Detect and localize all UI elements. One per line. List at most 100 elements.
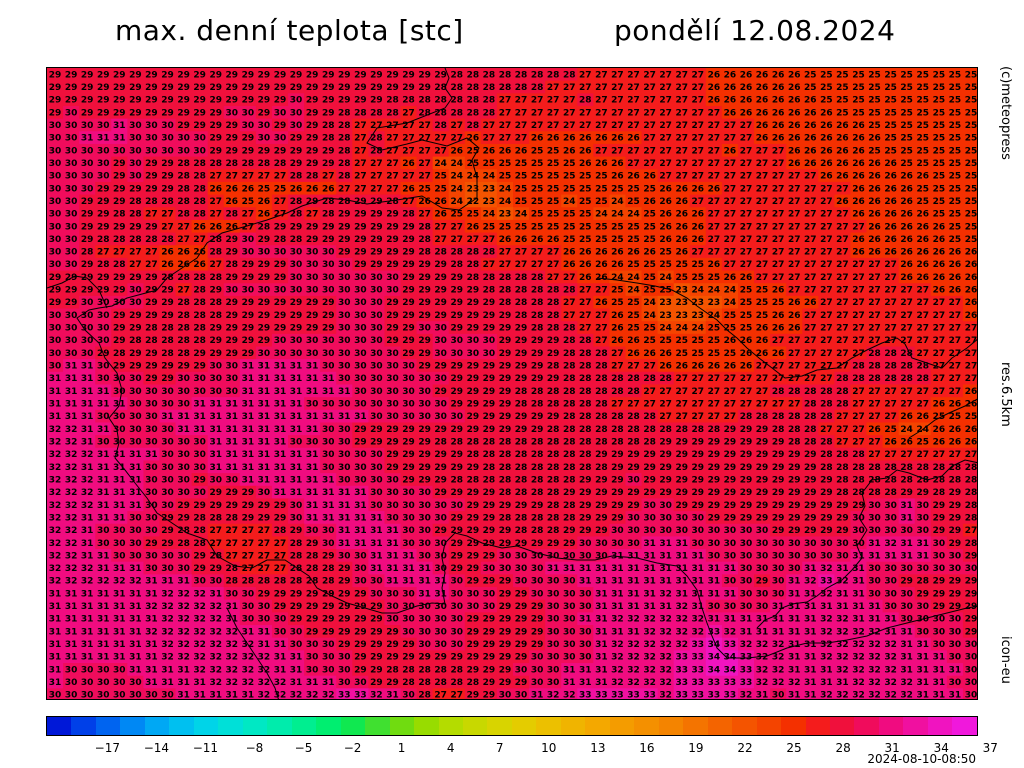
temperature-value: 29 (483, 526, 496, 536)
temperature-value: 25 (900, 121, 913, 131)
temperature-value: 28 (499, 437, 512, 447)
temperature-value: 27 (820, 286, 833, 296)
temperature-value: 28 (611, 374, 624, 384)
temperature-value: 28 (836, 488, 849, 498)
temperature-value: 27 (933, 298, 946, 308)
temperature-value: 27 (740, 121, 753, 131)
temperature-value: 29 (322, 324, 335, 334)
temperature-value: 30 (161, 450, 174, 460)
temperature-value: 30 (129, 551, 142, 561)
temperature-value: 30 (49, 311, 62, 321)
temperature-value: 29 (724, 501, 737, 511)
temperature-value: 28 (338, 134, 351, 144)
temperature-value: 28 (450, 248, 463, 258)
temperature-cell (352, 68, 369, 82)
temperature-value: 26 (788, 134, 801, 144)
temperature-value: 27 (788, 172, 801, 182)
temperature-cell (866, 80, 884, 94)
temperature-value: 29 (258, 96, 271, 106)
temperature-value: 28 (145, 235, 158, 245)
temperature-value: 31 (675, 551, 688, 561)
temperature-value: 28 (643, 412, 656, 422)
temperature-value: 30 (65, 336, 78, 346)
temperature-value: 27 (756, 172, 769, 182)
temperature-value: 30 (65, 134, 78, 144)
temperature-cell (400, 68, 418, 82)
temperature-value: 25 (965, 412, 978, 422)
temperature-value: 28 (563, 349, 576, 359)
temperature-value: 28 (129, 336, 142, 346)
temperature-value: 28 (965, 463, 978, 473)
temperature-value: 25 (418, 184, 431, 194)
temperature-value: 30 (258, 286, 271, 296)
temperature-value: 25 (547, 184, 560, 194)
temperature-value: 29 (145, 159, 158, 169)
temperature-value: 27 (724, 387, 737, 397)
temperature-value: 29 (467, 564, 480, 574)
temperature-value: 30 (129, 121, 142, 131)
temperature-value: 27 (402, 172, 415, 182)
temperature-value: 25 (933, 184, 946, 194)
temperature-value: 27 (611, 83, 624, 93)
temperature-cell (866, 68, 884, 82)
temperature-value: 30 (161, 564, 174, 574)
temperature-value: 30 (836, 539, 849, 549)
temperature-value: 30 (434, 399, 447, 409)
temperature-value: 28 (579, 425, 592, 435)
temperature-value: 31 (113, 513, 126, 523)
temperature-value: 26 (611, 159, 624, 169)
temperature-value: 30 (161, 399, 174, 409)
temperature-value: 26 (836, 121, 849, 131)
temperature-value: 28 (193, 184, 206, 194)
temperature-value: 29 (740, 450, 753, 460)
temperature-value: 28 (354, 108, 367, 118)
temperature-value: 27 (820, 374, 833, 384)
temperature-value: 28 (499, 70, 512, 80)
temperature-value: 29 (418, 437, 431, 447)
temperature-value: 29 (177, 83, 190, 93)
temperature-value: 29 (386, 437, 399, 447)
temperature-value: 30 (740, 551, 753, 561)
temperature-value: 26 (531, 134, 544, 144)
temperature-value: 26 (949, 425, 962, 435)
temperature-value: 25 (627, 260, 640, 270)
temperature-value: 28 (900, 374, 913, 384)
temperature-value: 30 (418, 374, 431, 384)
temperature-value: 27 (708, 108, 721, 118)
temperature-value: 29 (145, 349, 158, 359)
temperature-value: 29 (226, 336, 239, 346)
temperature-value: 32 (675, 602, 688, 612)
temperature-cell (834, 68, 852, 82)
temperature-value: 27 (483, 134, 496, 144)
temperature-value: 30 (226, 475, 239, 485)
temperature-value: 27 (868, 399, 881, 409)
temperature-value: 29 (113, 336, 126, 346)
temperature-value: 26 (933, 248, 946, 258)
temperature-value: 28 (579, 374, 592, 384)
temperature-value: 27 (724, 248, 737, 258)
temperature-value: 29 (290, 324, 303, 334)
temperature-value: 28 (595, 412, 608, 422)
temperature-value: 27 (949, 349, 962, 359)
temperature-value: 28 (450, 70, 463, 80)
temperature-value: 28 (145, 197, 158, 207)
temperature-value: 29 (209, 349, 222, 359)
temperature-value: 27 (756, 159, 769, 169)
temperature-value: 28 (499, 286, 512, 296)
temperature-value: 25 (933, 96, 946, 106)
temperature-value: 29 (708, 501, 721, 511)
temperature-value: 31 (290, 387, 303, 397)
temperature-value: 28 (563, 425, 576, 435)
temperature-value: 30 (49, 362, 62, 372)
temperature-value: 30 (97, 539, 110, 549)
temperature-value: 28 (772, 412, 785, 422)
temperature-value: 30 (354, 286, 367, 296)
temperature-value: 29 (450, 450, 463, 460)
temperature-value: 30 (933, 564, 946, 574)
temperature-value: 30 (290, 248, 303, 258)
temperature-value: 30 (338, 425, 351, 435)
temperature-value: 30 (161, 425, 174, 435)
temperature-value: 29 (515, 324, 528, 334)
temperature-value: 31 (386, 526, 399, 536)
temperature-value: 26 (692, 235, 705, 245)
